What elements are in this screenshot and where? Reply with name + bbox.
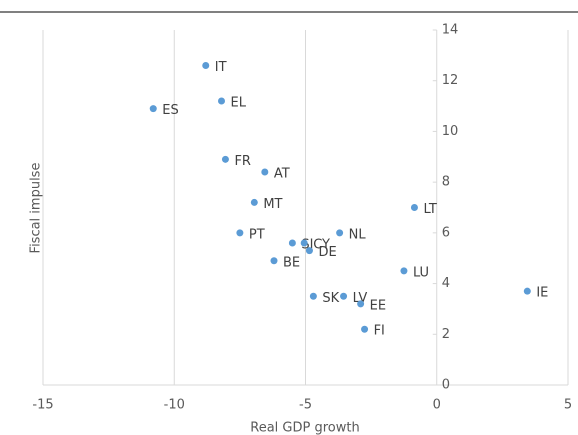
point — [305, 247, 313, 255]
point — [218, 97, 225, 105]
point — [288, 239, 296, 247]
point-label: BE — [283, 255, 300, 270]
point — [149, 105, 157, 113]
point-label: LT — [423, 202, 436, 217]
x-tick-label: 0 — [433, 398, 441, 413]
point — [300, 239, 308, 247]
point — [202, 62, 210, 69]
point-label: LV — [353, 291, 368, 306]
point — [410, 204, 418, 211]
point — [261, 168, 269, 176]
y-tick-label: 2 — [442, 327, 450, 342]
point-label: CY — [313, 238, 330, 253]
point — [523, 287, 531, 295]
point — [336, 229, 344, 237]
x-tick-label: 5 — [564, 398, 572, 413]
y-tick-label: 8 — [442, 175, 450, 190]
x-tick-label: -10 — [164, 398, 185, 413]
y-tick-label: 6 — [442, 225, 450, 240]
point-label: IT — [215, 60, 227, 75]
point-label: LU — [413, 265, 429, 280]
point-label: EL — [231, 96, 247, 111]
point-label: SK — [322, 291, 339, 306]
x-tick-label: -5 — [299, 398, 312, 413]
point-label: IE — [536, 286, 548, 301]
point-label: ES — [162, 103, 178, 118]
point-label: MT — [263, 197, 282, 212]
point-label: DE — [318, 245, 336, 260]
point-label: FR — [234, 154, 251, 169]
point — [400, 267, 408, 275]
x-tick-label: -15 — [32, 398, 53, 413]
y-tick-label: 12 — [442, 73, 459, 88]
point-label: EE — [370, 298, 386, 313]
y-tick-label: 14 — [442, 23, 459, 38]
x-axis-title: Real GDP growth — [250, 421, 359, 435]
point — [340, 292, 348, 300]
point — [221, 155, 229, 163]
y-tick-label: 0 — [442, 378, 450, 393]
point — [309, 292, 317, 300]
point — [250, 198, 258, 206]
y-tick-label: 4 — [442, 276, 450, 291]
y-tick-label: 10 — [442, 124, 459, 139]
point — [236, 229, 244, 237]
y-axis-title: Fiscal impulse — [29, 163, 44, 254]
point — [357, 300, 365, 308]
point — [361, 325, 369, 333]
point — [270, 257, 278, 265]
point-label: AT — [274, 167, 290, 182]
point-label: FI — [374, 324, 385, 339]
point-label: PT — [249, 227, 265, 242]
point-label: NL — [349, 227, 367, 242]
